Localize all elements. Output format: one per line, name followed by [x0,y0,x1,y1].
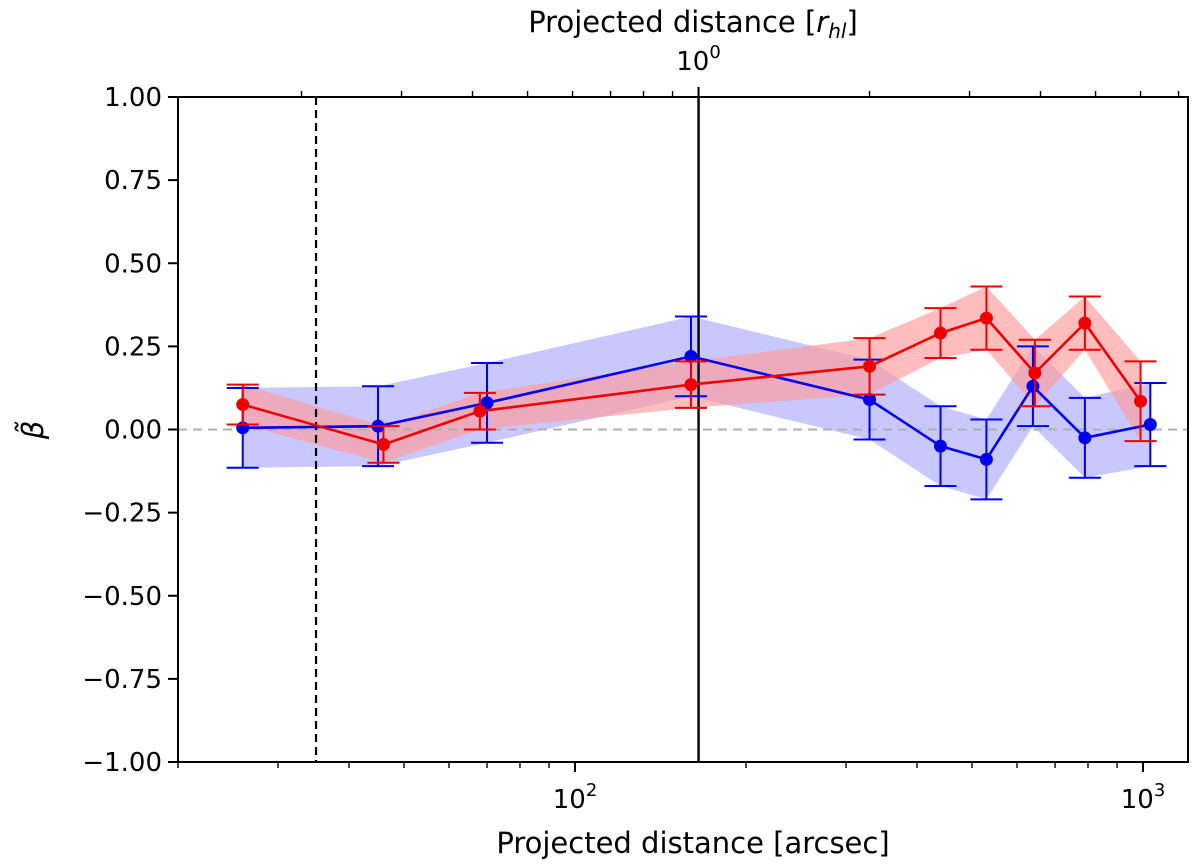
tick-labels: 1.00 0.75 0.50 0.25 0.00 −0.25 −0.50 −0.75 −1.00… [82,42,1165,815]
y-tick-label: −0.25 [82,499,162,529]
blue-point [863,393,877,407]
y-axis-title: β̃ [16,421,50,441]
red-point [684,378,698,392]
blue-point [934,439,948,453]
top-axis-title: Projected distance [rhl] [528,5,858,43]
red-point [1134,394,1148,408]
red-series [226,285,1157,464]
blue-line [242,355,1151,461]
red-point [934,326,948,340]
blue-band [242,316,1151,500]
blue-point [1078,431,1092,445]
blue-point [979,452,993,466]
red-point [1078,316,1092,330]
reference-lines [178,97,1188,762]
red-point [1028,366,1042,380]
y-tick-label: 0.50 [104,249,162,279]
red-line [242,316,1142,446]
y-tick-label: 0.25 [104,332,162,362]
x-tick-label: 102 [553,780,598,815]
y-tick-label: −0.50 [82,582,162,612]
red-point [236,398,250,412]
y-tick-label: 0.75 [104,166,162,196]
top-tick-label: 100 [676,42,721,77]
red-point [473,404,487,418]
red-point [863,359,877,373]
blue-point [1026,379,1040,393]
red-point [376,437,390,451]
y-tick-label: 1.00 [104,83,162,113]
x-tick-label: 103 [1121,780,1166,815]
x-axis-title: Projected distance [arcsec] [496,826,889,860]
blue-point [684,349,698,363]
y-tick-label: −0.75 [82,665,162,695]
y-tick-label: −1.00 [82,748,162,778]
y-tick-label: 0.00 [104,416,162,446]
data-series [226,285,1167,501]
axis-ticks [168,87,1180,772]
blue-point [1143,418,1157,432]
red-point [979,311,993,325]
